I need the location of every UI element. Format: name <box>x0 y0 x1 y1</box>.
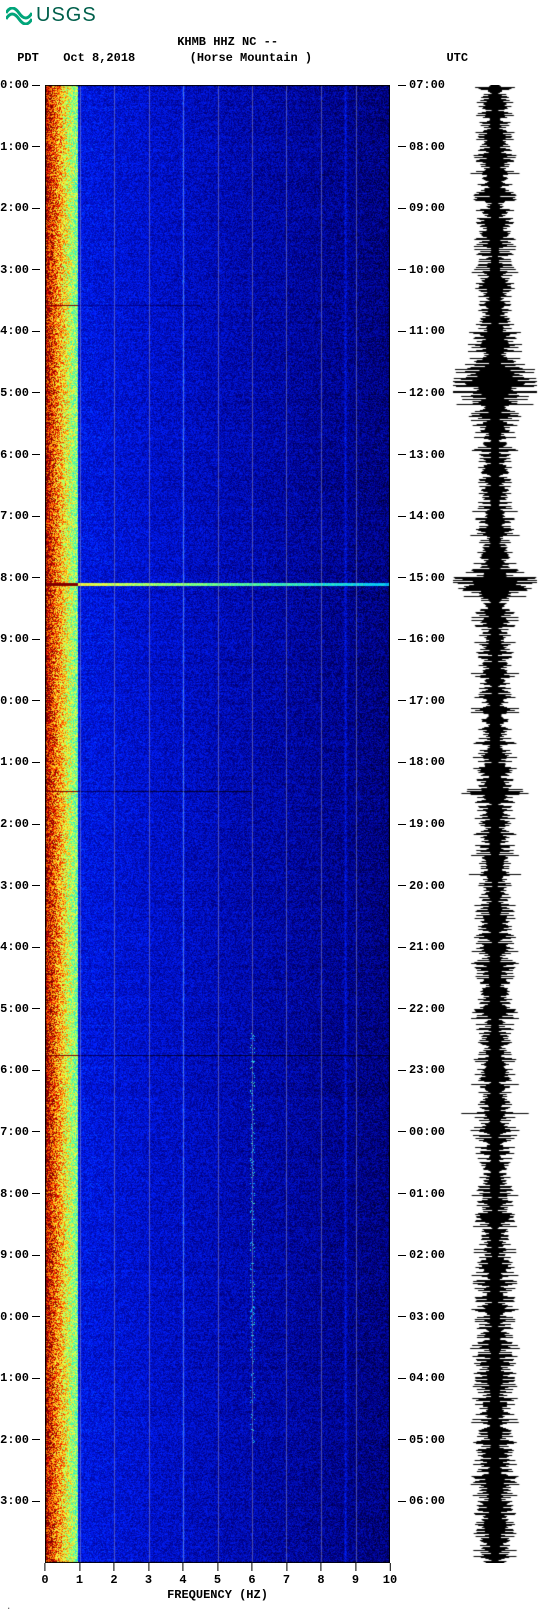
usgs-logo-text: USGS <box>36 4 97 27</box>
frequency-axis-label: FREQUENCY (HZ) <box>45 1588 390 1602</box>
left-time-tick: 17:00 <box>0 1125 43 1139</box>
right-time-tick: 08:00 <box>395 140 445 154</box>
right-time-tick: 18:00 <box>395 755 445 769</box>
left-time-tick: 09:00 <box>0 632 43 646</box>
frequency-tick: 2 <box>110 1573 117 1587</box>
left-time-tick: 15:00 <box>0 1002 43 1016</box>
left-time-tick: 02:00 <box>0 201 43 215</box>
right-time-tick: 01:00 <box>395 1187 445 1201</box>
left-time-tick: 00:00 <box>0 78 43 92</box>
left-time-tick: 07:00 <box>0 509 43 523</box>
left-time-tick: 13:00 <box>0 879 43 893</box>
footer-mark: . <box>6 1602 11 1612</box>
right-time-tick: 16:00 <box>395 632 445 646</box>
right-time-tick: 07:00 <box>395 78 445 92</box>
left-time-tick: 16:00 <box>0 1063 43 1077</box>
left-time-tick: 05:00 <box>0 386 43 400</box>
left-time-tick: 12:00 <box>0 817 43 831</box>
right-time-tick: 00:00 <box>395 1125 445 1139</box>
left-time-tick: 04:00 <box>0 324 43 338</box>
station-code: KHMB HHZ NC -- <box>177 35 278 49</box>
frequency-tick: 3 <box>145 1573 152 1587</box>
frequency-tick: 10 <box>383 1573 397 1587</box>
right-time-tick: 21:00 <box>395 940 445 954</box>
seismic-waveform <box>452 85 538 1563</box>
left-time-tick: 08:00 <box>0 571 43 585</box>
site-name: (Horse Mountain ) <box>190 51 312 65</box>
utc-time-axis: 07:0008:0009:0010:0011:0012:0013:0014:00… <box>395 85 455 1563</box>
frequency-tick: 7 <box>283 1573 290 1587</box>
right-time-tick: 11:00 <box>395 324 445 338</box>
left-time-tick: 19:00 <box>0 1248 43 1262</box>
frequency-tick: 5 <box>214 1573 221 1587</box>
left-time-tick: 11:00 <box>0 755 43 769</box>
right-time-tick: 20:00 <box>395 879 445 893</box>
left-time-tick: 20:00 <box>0 1310 43 1324</box>
right-time-tick: 17:00 <box>395 694 445 708</box>
left-time-tick: 18:00 <box>0 1187 43 1201</box>
right-time-tick: 13:00 <box>395 448 445 462</box>
frequency-tick: 6 <box>248 1573 255 1587</box>
frequency-tick: 9 <box>352 1573 359 1587</box>
frequency-tick: 1 <box>76 1573 83 1587</box>
right-time-tick: 22:00 <box>395 1002 445 1016</box>
date-label: Oct 8,2018 <box>63 51 135 65</box>
left-time-tick: 23:00 <box>0 1494 43 1508</box>
left-time-tick: 14:00 <box>0 940 43 954</box>
left-timezone-label: PDT <box>17 51 39 65</box>
right-time-tick: 02:00 <box>395 1248 445 1262</box>
spectrogram-chart <box>45 85 390 1563</box>
frequency-tick: 8 <box>317 1573 324 1587</box>
frequency-tick: 4 <box>179 1573 186 1587</box>
right-time-tick: 15:00 <box>395 571 445 585</box>
left-time-tick: 06:00 <box>0 448 43 462</box>
right-timezone-label: UTC <box>446 51 468 65</box>
right-time-tick: 06:00 <box>395 1494 445 1508</box>
left-time-tick: 01:00 <box>0 140 43 154</box>
usgs-logo: USGS <box>6 4 97 27</box>
left-time-tick: 03:00 <box>0 263 43 277</box>
right-time-tick: 03:00 <box>395 1310 445 1324</box>
frequency-tick: 0 <box>41 1573 48 1587</box>
right-time-tick: 23:00 <box>395 1063 445 1077</box>
left-time-tick: 21:00 <box>0 1371 43 1385</box>
pdt-time-axis: 00:0001:0002:0003:0004:0005:0006:0007:00… <box>0 85 45 1563</box>
right-time-tick: 19:00 <box>395 817 445 831</box>
right-time-tick: 12:00 <box>395 386 445 400</box>
left-time-tick: 22:00 <box>0 1433 43 1447</box>
right-time-tick: 10:00 <box>395 263 445 277</box>
left-time-tick: 10:00 <box>0 694 43 708</box>
chart-header: KHMB HHZ NC -- PDT Oct 8,2018 (Horse Mou… <box>0 34 552 66</box>
right-time-tick: 09:00 <box>395 201 445 215</box>
right-time-tick: 14:00 <box>395 509 445 523</box>
right-time-tick: 04:00 <box>395 1371 445 1385</box>
right-time-tick: 05:00 <box>395 1433 445 1447</box>
